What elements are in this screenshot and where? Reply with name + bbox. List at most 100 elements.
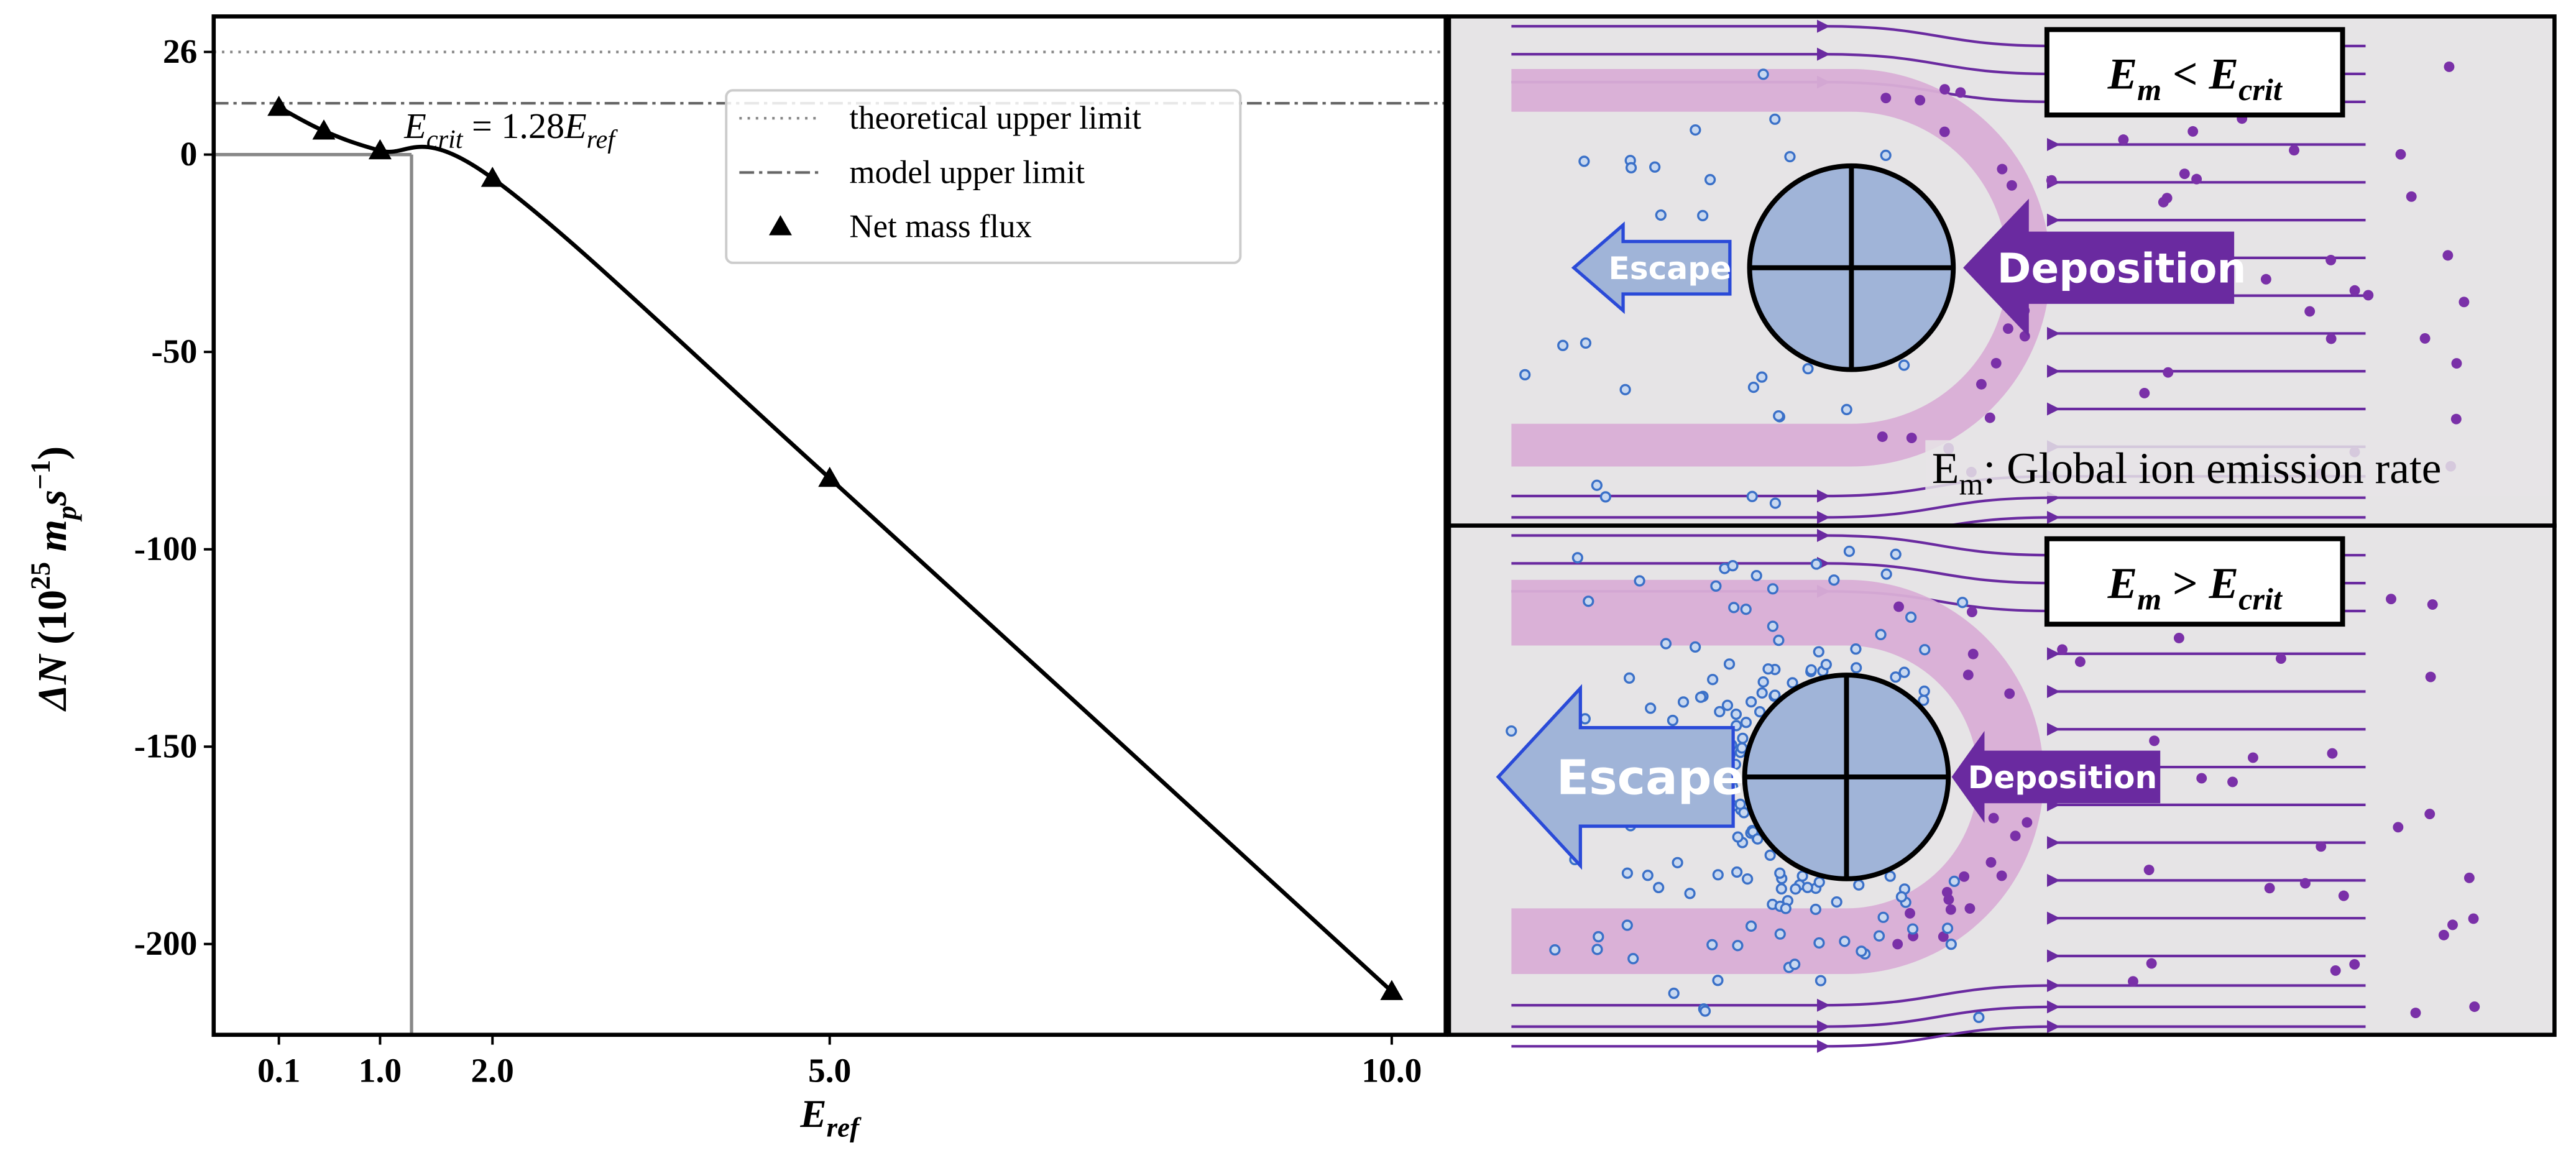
ion	[2004, 688, 2015, 699]
ion	[1892, 939, 1903, 950]
ion	[2057, 644, 2068, 655]
y-axis-label: ΔN (1025 mps−1)	[25, 446, 82, 712]
emitted-ion	[1801, 881, 1813, 893]
ion	[2316, 841, 2327, 852]
emitted-ion	[1784, 150, 1796, 163]
title-part: E	[2209, 559, 2239, 608]
ion	[2074, 656, 2086, 668]
marker	[481, 167, 504, 187]
x-axis-label: Eref	[799, 1091, 862, 1143]
plot-area	[213, 50, 1446, 1035]
title-part: m	[2137, 72, 2161, 107]
emitted-ion	[1642, 870, 1654, 881]
emitted-ion	[1754, 705, 1766, 718]
ion	[2163, 367, 2174, 378]
emitted-ion	[1802, 363, 1814, 375]
streamline	[1511, 19, 2366, 53]
ion	[1967, 648, 1979, 659]
emitted-ion	[1898, 359, 1910, 371]
y-tick-label: -200	[134, 925, 198, 963]
emitted-ion	[1775, 883, 1787, 895]
marker	[312, 119, 336, 140]
emitted-ion	[1619, 384, 1631, 395]
emitted-ion	[1813, 876, 1825, 888]
emitted-ion	[1690, 124, 1701, 136]
emitted-ion	[1732, 831, 1744, 843]
escape-label: Escape	[1557, 751, 1744, 806]
emitted-ion	[1591, 479, 1603, 491]
emitted-ion	[1599, 491, 1611, 503]
ion	[2158, 196, 2169, 208]
ion	[2187, 126, 2199, 137]
ion	[2022, 817, 2033, 828]
ion	[1877, 431, 1888, 443]
emitted-ion	[1697, 209, 1709, 222]
emitted-ion	[1767, 620, 1778, 632]
ion	[2393, 822, 2404, 833]
ion	[2450, 413, 2462, 425]
ion	[1893, 601, 1904, 612]
marker	[267, 95, 291, 116]
ion	[2325, 254, 2337, 265]
emitted-ion	[1810, 903, 1821, 916]
emitted-ion	[1712, 975, 1724, 986]
ion	[1955, 87, 1966, 98]
ion	[2468, 913, 2479, 924]
emitted-ion	[1769, 497, 1782, 509]
emitted-ion	[1707, 674, 1719, 686]
legend-label: theoretical upper limit	[849, 100, 1141, 136]
emitted-ion	[1714, 705, 1726, 718]
ion	[2395, 149, 2406, 160]
emitted-ion	[1757, 676, 1769, 688]
ion	[2442, 250, 2454, 261]
ion	[1988, 812, 1999, 824]
ion	[2386, 594, 2396, 605]
emitted-ion	[1506, 725, 1517, 737]
legend-label: Net mass flux	[849, 209, 1032, 245]
marker	[1380, 980, 1404, 1000]
emitted-ion	[1773, 635, 1785, 646]
ion	[1964, 903, 1976, 914]
emitted-ion	[1762, 663, 1774, 675]
title-part: E	[2209, 50, 2239, 99]
emitted-ion	[1810, 558, 1823, 570]
y-tick-label: -150	[134, 728, 198, 766]
emitted-ion	[1890, 671, 1902, 683]
ion	[2046, 175, 2057, 186]
emitted-ion	[1780, 903, 1792, 914]
note-part: : Global ion emission rate	[1984, 444, 2442, 493]
escape-arrow	[1571, 221, 1732, 315]
ion	[1997, 163, 2008, 175]
ion	[2304, 306, 2316, 317]
deposition-arrow	[1951, 730, 2161, 823]
emitted-ion	[1583, 595, 1594, 607]
emitted-ion	[1790, 883, 1801, 895]
emitted-ion	[1815, 975, 1827, 986]
panel-title: Em < Ecrit	[2107, 50, 2283, 107]
ion	[1976, 379, 1987, 390]
emitted-ion	[1747, 381, 1760, 393]
title-box	[2044, 536, 2345, 627]
emitted-ion	[1591, 944, 1603, 955]
emitted-ion	[1649, 161, 1661, 173]
ion	[2425, 671, 2436, 682]
emitted-ion	[1850, 643, 1862, 655]
ion	[2227, 776, 2238, 788]
ion	[2349, 958, 2360, 970]
ion	[1906, 433, 1917, 443]
deposition-arrow	[1963, 198, 2235, 337]
emitted-ion	[1853, 879, 1865, 891]
ion	[2275, 653, 2286, 664]
streamline	[1511, 556, 2366, 590]
emitted-ion	[1919, 644, 1931, 656]
escape-label: Escape	[1609, 250, 1732, 287]
ion	[2118, 134, 2129, 145]
ion	[1984, 412, 1995, 423]
ion	[2463, 872, 2475, 883]
emitted-ion	[1727, 559, 1739, 572]
emitted-ion	[1813, 937, 1825, 949]
note-part: E	[1932, 444, 1959, 493]
emitted-ion	[1856, 945, 1867, 957]
emitted-ion	[1843, 545, 1856, 558]
annotation: Ecrit = 1.28Eref	[403, 106, 618, 154]
